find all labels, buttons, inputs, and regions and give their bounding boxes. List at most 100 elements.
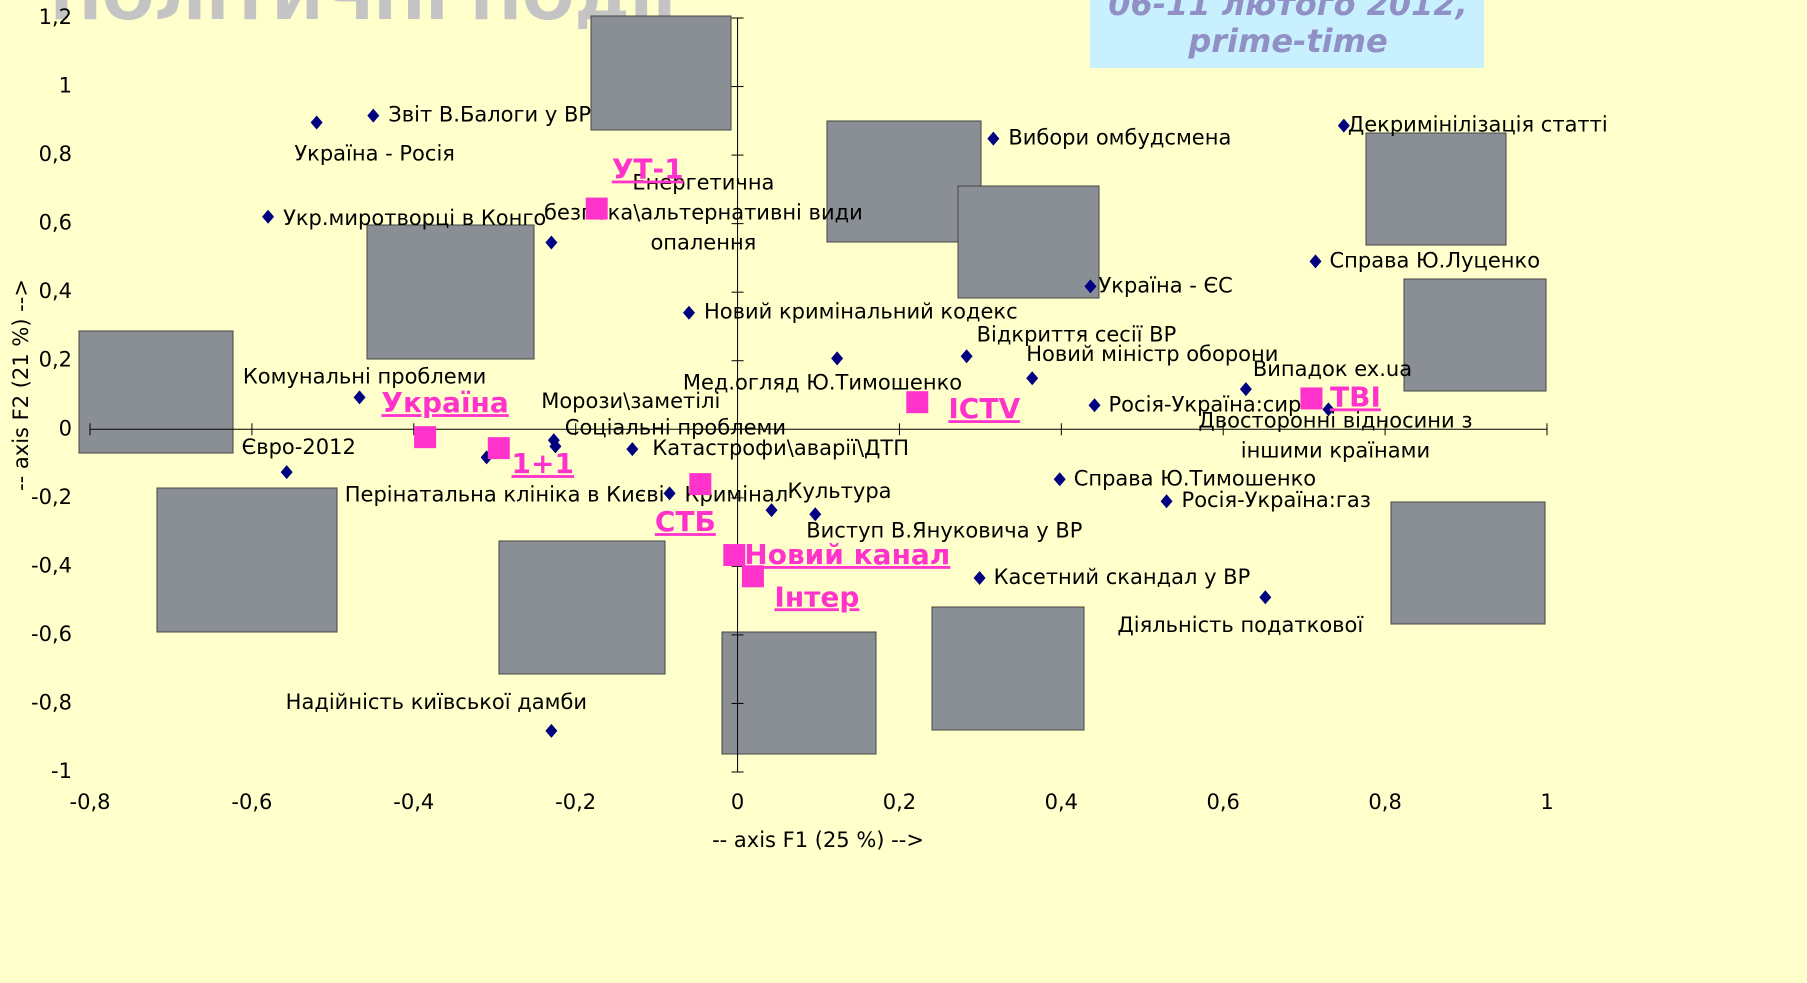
event-point	[831, 351, 844, 366]
x-axis-title: -- axis F1 (25 %) -->	[712, 828, 924, 852]
event-label: Вибори омбудсмена	[1008, 126, 1231, 150]
event-label: Україна - Росія	[294, 142, 455, 166]
event-label: Касетний скандал у ВР	[994, 565, 1251, 589]
event-label: Звіт В.Балоги у ВР	[388, 103, 591, 127]
photo	[826, 120, 982, 243]
channel-point	[741, 565, 764, 588]
x-tick-label: 0,2	[883, 790, 916, 814]
event-label: Укр.миротворці в Конго	[283, 206, 546, 230]
event-label: Діяльність податкової	[1117, 613, 1363, 637]
event-point	[663, 486, 676, 501]
event-point	[262, 209, 275, 224]
x-tick-label: -0,2	[555, 790, 596, 814]
photo	[1403, 278, 1547, 392]
event-point	[809, 507, 822, 522]
y-tick-label: 1,2	[39, 5, 72, 29]
event-point	[626, 442, 639, 457]
event-point	[353, 390, 366, 405]
event-label: Новий міністр оборони	[1026, 342, 1278, 366]
channel-label: СТБ	[655, 505, 716, 538]
event-point	[1322, 402, 1335, 417]
x-tick-label: 1	[1540, 790, 1553, 814]
event-label: Справа Ю.Луценко	[1329, 248, 1540, 272]
event-label: Перінатальна клініка в Києві	[345, 482, 665, 506]
subtitle: 06-11 лютого 2012,	[1108, 0, 1468, 23]
x-tick-label: 0,8	[1368, 790, 1401, 814]
event-point	[1239, 382, 1252, 397]
subtitle: prime-time	[1187, 22, 1387, 60]
event-point	[1160, 494, 1173, 509]
photo	[1365, 132, 1507, 246]
event-point	[1309, 254, 1322, 269]
channel-label: Інтер	[774, 580, 859, 613]
y-tick-label: 0	[59, 416, 72, 440]
photo	[498, 540, 666, 675]
event-point	[682, 305, 695, 320]
event-label: Двосторонні відносини з	[1198, 408, 1472, 432]
subtitle-box	[1090, 0, 1484, 68]
photo	[1390, 501, 1546, 625]
x-tick-label: 0,6	[1207, 790, 1240, 814]
event-point	[367, 108, 380, 123]
channel-label: Україна	[381, 386, 508, 419]
event-label: Енергетична	[632, 170, 774, 194]
x-tick-label: -0,6	[231, 790, 272, 814]
channel-label: Новий канал	[744, 538, 950, 571]
event-label: Випадок ex.ua	[1253, 357, 1412, 381]
channel-point	[723, 544, 746, 567]
channel-point	[487, 437, 510, 460]
event-point	[987, 131, 1000, 146]
channel-label: ТВІ	[1330, 380, 1381, 413]
event-label: Відкриття сесії ВР	[977, 322, 1177, 346]
y-tick-label: -0,6	[31, 622, 72, 646]
event-label: іншими країнами	[1241, 438, 1430, 462]
photo	[931, 606, 1085, 731]
photo	[366, 224, 535, 360]
photo	[590, 15, 732, 131]
channel-label: ICTV	[948, 392, 1020, 425]
event-point	[1084, 279, 1097, 294]
x-tick-label: -0,4	[393, 790, 434, 814]
event-label: Справа Ю.Тимошенко	[1074, 466, 1316, 490]
event-label: Комунальні проблеми	[243, 364, 486, 388]
event-label: Надійність київської дамби	[286, 690, 587, 714]
event-point	[973, 571, 986, 586]
photo	[957, 185, 1100, 299]
channel-point	[689, 473, 712, 496]
event-point	[960, 349, 973, 364]
event-label: Соціальні проблеми	[565, 415, 786, 439]
event-label: опалення	[650, 230, 756, 254]
y-tick-label: 1	[59, 74, 72, 98]
event-point	[545, 235, 558, 250]
y-tick-label: 0,4	[39, 279, 72, 303]
y-tick-label: 0,2	[39, 348, 72, 372]
channel-point	[585, 197, 608, 220]
event-label: Росія-Україна:газ	[1182, 488, 1371, 512]
event-point	[1337, 118, 1350, 133]
event-point	[1053, 472, 1066, 487]
channel-point	[906, 391, 929, 414]
photo	[721, 631, 877, 755]
x-tick-label: 0	[731, 790, 744, 814]
event-label: Катастрофи\аварії\ДТП	[652, 436, 909, 460]
event-label: Україна - ЄС	[1098, 273, 1232, 297]
photo	[78, 330, 234, 454]
event-label: Виступ В.Януковича у ВР	[806, 518, 1082, 542]
channel-point	[414, 426, 437, 449]
event-label: Мед.огляд Ю.Тимошенко	[683, 370, 962, 394]
photos	[78, 15, 1547, 755]
event-point	[1259, 590, 1272, 605]
channel-label: 1+1	[512, 447, 574, 480]
event-point	[280, 465, 293, 480]
event-point	[549, 439, 562, 454]
channel-point	[1300, 387, 1323, 410]
event-label: Культура	[788, 479, 892, 503]
event-label: Декримінілізація статті	[1348, 113, 1608, 137]
x-tick-label: 0,4	[1045, 790, 1078, 814]
event-point	[545, 723, 558, 738]
event-label: Євро-2012	[242, 435, 356, 459]
event-point	[1026, 371, 1039, 386]
event-point	[765, 503, 778, 518]
event-label: Морози\заметілі	[541, 389, 720, 413]
